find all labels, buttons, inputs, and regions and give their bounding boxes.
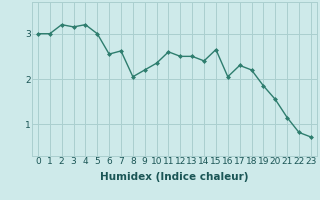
X-axis label: Humidex (Indice chaleur): Humidex (Indice chaleur) <box>100 172 249 182</box>
